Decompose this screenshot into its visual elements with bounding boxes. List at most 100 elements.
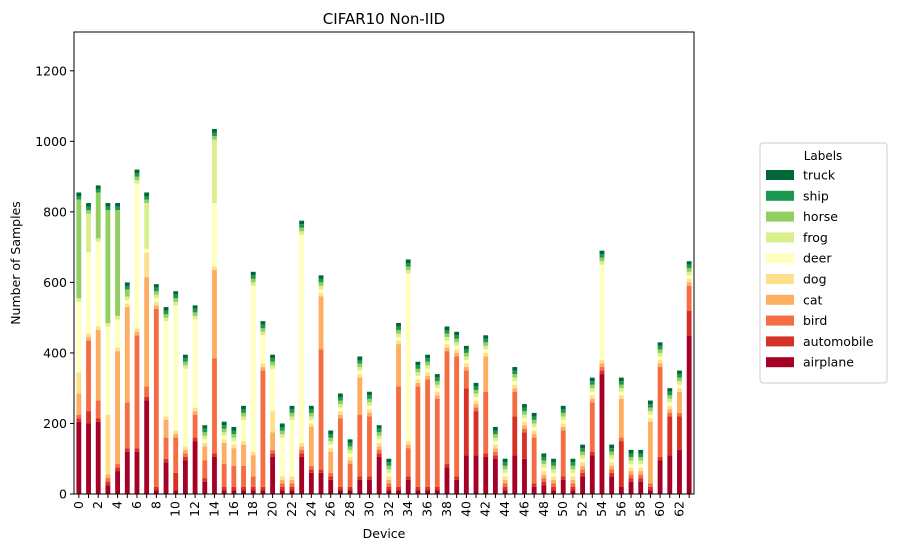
- bar-segment-dog-device-50: [560, 423, 566, 427]
- bar-segment-bird-device-35: [415, 386, 421, 487]
- bar-segment-automobile-device-53: [589, 451, 595, 456]
- bar-segment-dog-device-28: [347, 456, 353, 461]
- bar-segment-bird-device-61: [667, 412, 673, 417]
- bar-segment-frog-device-48: [541, 464, 547, 468]
- bar-segment-horse-device-42: [483, 342, 489, 346]
- legend-swatch-truck: [766, 170, 794, 180]
- bar-segment-truck-device-59: [647, 400, 653, 405]
- bar-segment-automobile-device-47: [531, 483, 537, 487]
- bar-segment-frog-device-42: [483, 345, 489, 350]
- bar-segment-bird-device-37: [434, 398, 440, 487]
- bar-segment-bird-device-46: [522, 428, 527, 433]
- bar-segment-airplane-device-3: [105, 485, 111, 494]
- bar-segment-automobile-device-37: [434, 486, 440, 491]
- bar-segment-horse-device-52: [580, 451, 586, 456]
- bar-segment-bird-device-33: [396, 386, 401, 487]
- bar-segment-bird-device-1: [86, 340, 91, 412]
- bar-segment-cat-device-18: [250, 455, 256, 477]
- bar-segment-bird-device-4: [115, 464, 121, 468]
- x-tick-label: 58: [633, 501, 648, 517]
- bar-segment-airplane-device-51: [570, 490, 576, 494]
- bar-segment-deer-device-24: [308, 419, 314, 424]
- bar-segment-automobile-device-52: [580, 472, 586, 477]
- x-tick-label: 60: [652, 501, 667, 517]
- bar-segment-dog-device-45: [512, 384, 518, 389]
- bar-segment-cat-device-17: [241, 444, 246, 466]
- bar-segment-airplane-device-12: [192, 441, 198, 494]
- bar-segment-cat-device-0: [76, 393, 82, 415]
- bar-segment-deer-device-51: [570, 472, 576, 477]
- bar-segment-deer-device-14: [212, 203, 217, 267]
- bar-segment-deer-device-4: [115, 319, 121, 348]
- bar-segment-airplane-device-47: [531, 486, 537, 494]
- bar-segment-horse-device-51: [570, 465, 576, 470]
- bar-segment-automobile-device-48: [541, 481, 547, 486]
- y-tick-label: 800: [43, 204, 67, 219]
- bar-segment-dog-device-4: [115, 347, 121, 352]
- bar-segment-ship-device-11: [182, 358, 188, 362]
- bar-segment-automobile-device-32: [386, 486, 392, 491]
- bar-segment-airplane-device-59: [647, 490, 653, 494]
- bar-segment-frog-device-39: [454, 342, 460, 346]
- y-tick-label: 0: [59, 487, 67, 502]
- bar-segment-horse-device-33: [396, 330, 401, 334]
- bar-segment-dog-device-23: [299, 442, 305, 447]
- bar-segment-frog-device-62: [677, 381, 682, 385]
- bar-segment-dog-device-26: [328, 448, 334, 452]
- bar-segment-horse-device-26: [328, 437, 334, 442]
- bar-segment-ship-device-56: [618, 381, 624, 385]
- bar-segment-bird-device-32: [386, 483, 392, 487]
- bar-segment-horse-device-35: [415, 368, 421, 373]
- bar-segment-ship-device-39: [454, 335, 460, 339]
- bar-segment-cat-device-24: [308, 426, 314, 466]
- bar-segment-deer-device-11: [182, 368, 188, 447]
- bar-segment-automobile-device-45: [512, 416, 518, 456]
- bar-segment-horse-device-63: [686, 268, 692, 272]
- bar-segment-horse-device-34: [405, 266, 411, 271]
- bar-segment-horse-device-5: [124, 289, 130, 297]
- bar-segment-ship-device-2: [95, 188, 101, 193]
- bar-segment-dog-device-16: [231, 444, 237, 449]
- bar-segment-dog-device-15: [221, 439, 227, 443]
- bar-segment-truck-device-40: [463, 345, 469, 350]
- bar-segment-deer-device-55: [609, 458, 615, 463]
- bar-segment-horse-device-10: [173, 298, 179, 302]
- bar-segment-frog-device-32: [386, 469, 392, 473]
- bar-segment-frog-device-7: [144, 203, 150, 249]
- legend-swatch-frog: [766, 232, 794, 243]
- bar-segment-cat-device-11: [182, 449, 188, 454]
- bar-segment-automobile-device-51: [570, 486, 576, 491]
- y-tick-label: 1200: [35, 63, 67, 78]
- bar-segment-frog-device-16: [231, 437, 237, 442]
- legend-swatch-airplane: [766, 357, 794, 368]
- bar-segment-deer-device-3: [105, 326, 111, 415]
- bar-segment-cat-device-14: [212, 270, 217, 359]
- bar-segment-cat-device-35: [415, 382, 421, 387]
- bar-segment-truck-device-44: [502, 458, 508, 463]
- bar-segment-cat-device-21: [279, 479, 285, 484]
- bar-segment-dog-device-61: [667, 405, 673, 410]
- bar-segment-horse-device-40: [463, 352, 469, 357]
- bar-segment-automobile-device-11: [182, 456, 188, 461]
- bar-segment-horse-device-29: [357, 363, 363, 368]
- bar-segment-cat-device-9: [163, 419, 169, 438]
- bar-segment-automobile-device-4: [115, 467, 121, 472]
- bar-segment-airplane-device-15: [221, 490, 227, 494]
- bar-segment-truck-device-13: [202, 425, 208, 429]
- bar-segment-horse-device-32: [386, 465, 392, 470]
- bar-segment-cat-device-54: [599, 363, 605, 368]
- bar-segment-frog-device-19: [260, 331, 266, 336]
- bar-segment-airplane-device-17: [241, 490, 246, 494]
- bar-segment-deer-device-50: [560, 419, 566, 424]
- bar-segment-frog-device-43: [492, 437, 498, 442]
- bar-segment-cat-device-6: [134, 331, 140, 336]
- bar-segment-ship-device-16: [231, 430, 237, 435]
- bar-segment-automobile-device-1: [86, 411, 91, 424]
- bar-segment-horse-device-43: [492, 434, 498, 438]
- bar-segment-deer-device-19: [260, 335, 266, 364]
- bar-segment-horse-device-19: [260, 328, 266, 332]
- bar-segment-bird-device-53: [589, 402, 595, 452]
- bar-segment-dog-device-5: [124, 303, 130, 308]
- bar-segment-truck-device-50: [560, 405, 566, 410]
- bar-segment-horse-device-55: [609, 451, 615, 456]
